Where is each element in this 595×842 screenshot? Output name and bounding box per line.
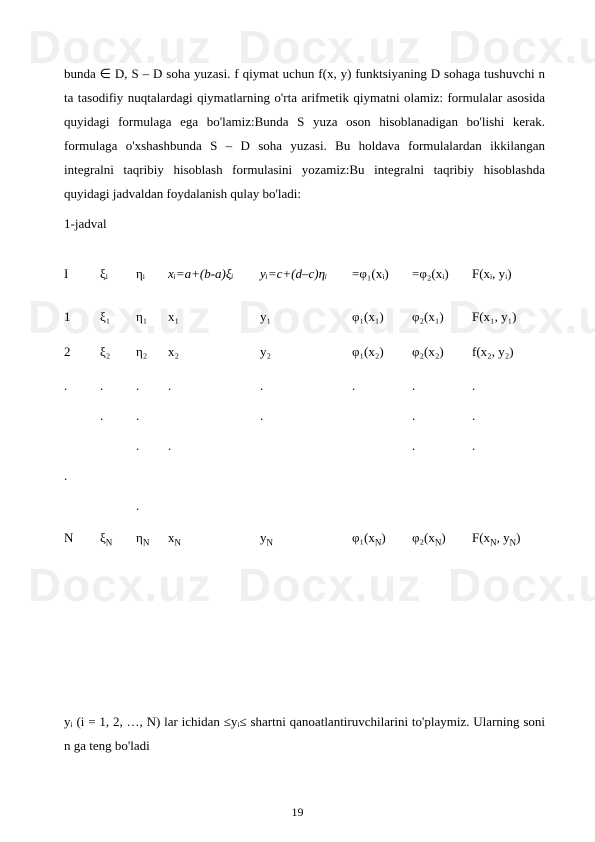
page-number: 19 [0,805,595,820]
dot: . [412,377,472,395]
table-ellipsis-row: . . . . [64,437,545,455]
dot: . [100,407,136,425]
table-row: 1 ξ₁ η₁ x₁ y₁ φ₁(x₁) φ₂(x₁) F(x₁, y₁) [64,307,545,328]
td: φ₁(xN) [352,528,412,550]
dot [352,437,412,455]
table-header-row: I ξᵢ ηᵢ xᵢ=a+(b-a)ξᵢ yᵢ=c+(d–c)ηᵢ =φ₁(xᵢ… [64,264,545,285]
dot: . [352,377,412,395]
td: φ₂(x₂) [412,342,472,363]
dot [64,497,100,515]
table-ellipsis-row: . . . . . [64,407,545,425]
table-ellipsis-row: . . . . . . . . [64,377,545,395]
td: φ₂(x₁) [412,307,472,328]
td: x₁ [168,307,260,328]
th-xi: ξᵢ [100,264,136,285]
dot: . [168,377,260,395]
dot: . [136,407,168,425]
td: η₂ [136,342,168,363]
td: xN [168,528,260,550]
td: ξ₂ [100,342,136,363]
td: N [64,528,100,549]
dot: . [412,407,472,425]
th-eta: ηᵢ [136,264,168,285]
dot [352,407,412,425]
dot: . [260,377,352,395]
dot [100,497,136,515]
dot: . [64,377,100,395]
th-phi2: =φ₂(xᵢ) [412,264,472,285]
td: F(xN, yN) [472,528,545,550]
dot: . [472,407,545,425]
table-ellipsis-row: . [64,467,545,485]
td: y₁ [260,307,352,328]
table-ellipsis-row: . [64,497,545,515]
th-phi1: =φ₁(xᵢ) [352,264,412,285]
main-content: bunda ∈ D, S – D soha yuzasi. f qiymat u… [64,62,545,564]
td: 2 [64,342,100,363]
th-x: xᵢ=a+(b-a)ξᵢ [168,264,260,285]
dot [100,437,136,455]
th-F: F(xᵢ, yᵢ) [472,264,545,285]
dot: . [64,467,100,485]
th-index: I [64,264,100,285]
td: ξN [100,528,136,550]
table-row-n: N ξN ηN xN yN φ₁(xN) φ₂(xN) F(xN, yN) [64,528,545,550]
dot [64,407,100,425]
td: φ₁(x₁) [352,307,412,328]
dot: . [100,377,136,395]
dot: . [472,377,545,395]
dot [260,437,352,455]
dot [168,407,260,425]
td: f(x₂, y₂) [472,342,545,363]
dot: . [136,377,168,395]
td: F(x₁, y₁) [472,307,545,328]
td: φ₁(x₂) [352,342,412,363]
dot: . [168,437,260,455]
td: y₂ [260,342,352,363]
table-label: 1-jadval [64,212,545,236]
dot [100,467,136,485]
dot [64,437,100,455]
table-row: 2 ξ₂ η₂ x₂ y₂ φ₁(x₂) φ₂(x₂) f(x₂, y₂) [64,342,545,363]
data-table: I ξᵢ ηᵢ xᵢ=a+(b-a)ξᵢ yᵢ=c+(d–c)ηᵢ =φ₁(xᵢ… [64,264,545,549]
dot: . [260,407,352,425]
watermark: Docx.uz [448,558,595,612]
td: η₁ [136,307,168,328]
td: ηN [136,528,168,550]
td: ξ₁ [100,307,136,328]
td: x₂ [168,342,260,363]
bottom-paragraph: yᵢ (i = 1, 2, …, N) lar ichidan ≤yᵢ≤ sha… [64,710,545,758]
paragraph-1: bunda ∈ D, S – D soha yuzasi. f qiymat u… [64,62,545,206]
th-y: yᵢ=c+(d–c)ηᵢ [260,264,352,285]
td: yN [260,528,352,550]
watermark: Docx.uz [238,558,421,612]
td: φ₂(xN) [412,528,472,550]
dot [136,467,168,485]
dot: . [412,437,472,455]
dot: . [136,497,168,515]
dot: . [472,437,545,455]
watermark: Docx.uz [28,558,211,612]
dot: . [136,437,168,455]
td: 1 [64,307,100,328]
